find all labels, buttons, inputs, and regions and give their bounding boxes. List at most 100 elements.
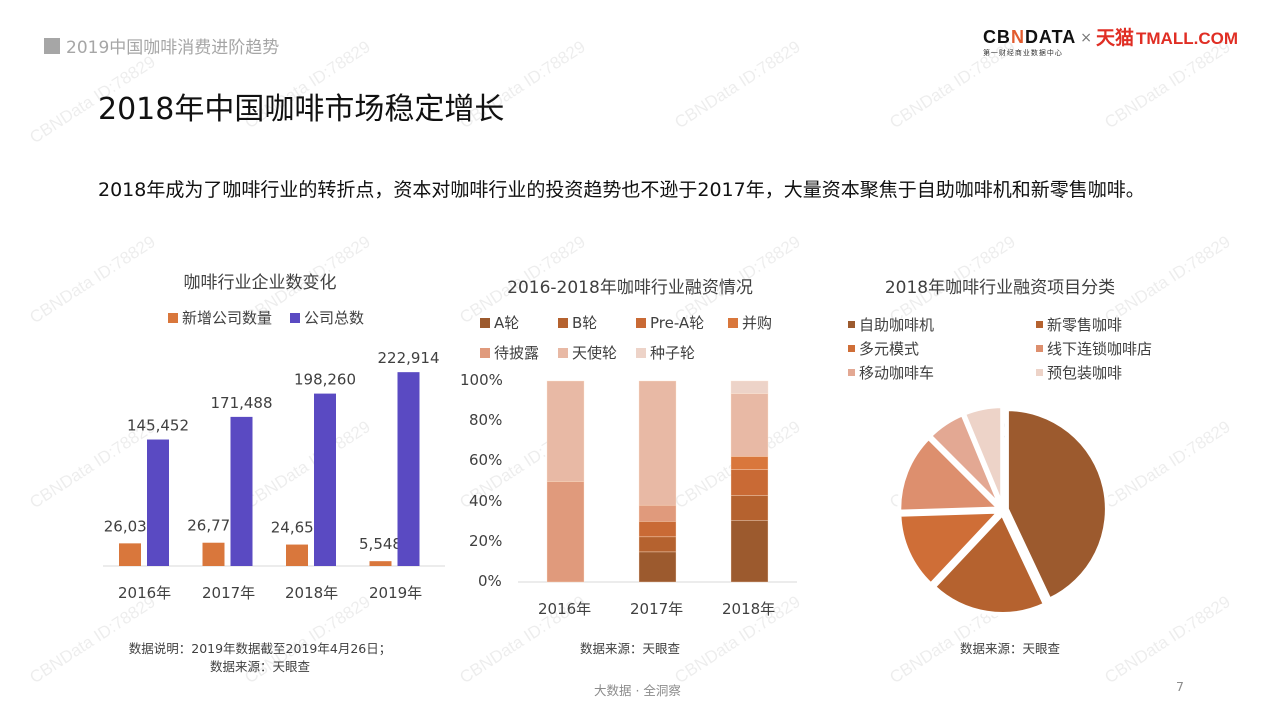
chart2-legend: A轮 B轮 Pre-A轮 并购 待披露 天使轮 种子轮 <box>480 312 790 363</box>
chart2-x-tick: 2016年 <box>538 600 592 618</box>
page-subtitle: 2018年成为了咖啡行业的转折点，资本对咖啡行业的投资趋势也不逊于2017年，大… <box>98 179 1145 201</box>
bar <box>286 544 308 566</box>
legend-swatch-icon <box>636 347 646 358</box>
watermark: CBNData ID:78829 <box>1101 416 1234 513</box>
chart1-x-tick: 2017年 <box>202 584 256 602</box>
chart3-title: 2018年咖啡行业融资项目分类 <box>884 278 1116 298</box>
cbndata-subtitle: 第一财经商业数据中心 <box>982 49 1063 57</box>
footer-slogan: 大数据 · 全洞察 <box>594 683 681 698</box>
times-icon: × <box>1080 30 1092 46</box>
legend-label: 并购 <box>742 314 773 332</box>
chart2-title: 2016-2018年咖啡行业融资情况 <box>507 278 753 298</box>
legend-swatch-icon <box>290 312 301 323</box>
legend-swatch-icon <box>1036 321 1043 328</box>
cbn-prefix: CB <box>982 27 1011 47</box>
page-title: 2018年中国咖啡市场稳定增长 <box>98 92 505 127</box>
chart1-note-line1: 数据说明：2019年数据截至2019年4月26日； <box>128 641 392 656</box>
watermark: CBNData ID:78829 <box>1101 591 1234 688</box>
watermark: CBNData ID:78829 <box>671 36 804 133</box>
page-number: 7 <box>1176 679 1184 694</box>
section-square-icon <box>44 37 60 54</box>
chart2-y-tick: 80% <box>469 411 503 429</box>
bar-label: 222,914 <box>377 349 439 367</box>
chart1-plot: 26,036 145,452 26,772 171,488 24,654 198,260 5… <box>103 349 445 567</box>
legend-ma: 并购 <box>728 312 772 333</box>
bar <box>230 416 253 566</box>
legend-swatch-icon <box>848 369 855 376</box>
legend-swatch-icon <box>558 347 568 358</box>
legend-mobile-cart: 移动咖啡车 <box>848 362 1036 383</box>
pie-slice <box>931 510 1048 616</box>
chart2-x-tick: 2017年 <box>630 600 684 618</box>
stack-segment <box>730 495 769 521</box>
chart2-y-tick: 60% <box>469 451 503 469</box>
legend-swatch-icon <box>1036 369 1043 376</box>
stack-segment <box>638 551 677 583</box>
chart3-legend: 自助咖啡机 新零售咖啡 多元模式 线下连锁咖啡店 移动咖啡车 预包装咖啡 <box>848 314 1188 383</box>
legend-a-round: A轮 <box>480 312 558 333</box>
legend-swatch-icon <box>636 317 646 328</box>
bar <box>147 439 169 566</box>
tmall-en: TMALL.COM <box>1136 29 1238 48</box>
bar-label: 26,772 <box>187 517 240 535</box>
chart1-legend: 新增公司数量 公司总数 <box>168 307 364 328</box>
chart2-y-tick: 100% <box>460 371 503 389</box>
legend-label: 公司总数 <box>304 309 365 327</box>
stack-segment <box>546 481 585 583</box>
cbndata-logo: CBNDATA 第一财经商业数据中心 <box>983 28 1076 58</box>
chart3-pie <box>897 404 1109 616</box>
stack-segment <box>638 380 677 506</box>
brand-logo: CBNDATA 第一财经商业数据中心 × 天猫 TMALL.COM <box>983 28 1238 58</box>
legend-label: A轮 <box>494 314 520 332</box>
chart1-x-tick: 2018年 <box>285 584 339 602</box>
bar <box>397 372 420 566</box>
tmall-cn: 天猫 <box>1096 27 1135 49</box>
chart1-x-tick: 2019年 <box>369 584 423 602</box>
pie-slice <box>1004 407 1109 603</box>
legend-label: 预包装咖啡 <box>1047 364 1123 382</box>
bar-label: 24,654 <box>271 519 324 537</box>
legend-label: 移动咖啡车 <box>859 364 935 382</box>
bar <box>369 561 392 566</box>
legend-label: B轮 <box>572 314 598 332</box>
section-label-text: 2019中国咖啡消费进阶趋势 <box>66 38 280 58</box>
legend-b-round: B轮 <box>558 312 636 333</box>
legend-packaged: 预包装咖啡 <box>1036 362 1186 383</box>
bar <box>314 393 336 566</box>
stack-segment <box>730 456 769 470</box>
pie-slice <box>897 434 1004 514</box>
legend-swatch-icon <box>480 317 490 328</box>
legend-swatch-icon <box>558 317 568 328</box>
legend-swatch-icon <box>848 345 855 352</box>
stack-segment <box>638 520 677 538</box>
chart1-note: 数据说明：2019年数据截至2019年4月26日； 数据来源：天眼查 <box>100 640 420 676</box>
bar-label: 145,452 <box>127 417 189 435</box>
tmall-logo: 天猫 TMALL.COM <box>1096 28 1238 49</box>
legend-seed: 种子轮 <box>636 342 695 363</box>
cbn-suffix: DATA <box>1024 27 1077 47</box>
legend-label: 多元模式 <box>859 340 920 358</box>
legend-swatch-icon <box>1036 345 1043 352</box>
bar <box>202 542 225 566</box>
watermark: CBNData ID:78829 <box>26 231 159 328</box>
stack-segment <box>730 519 769 583</box>
stack-segment <box>638 504 677 522</box>
legend-swatch-icon <box>848 321 855 328</box>
legend-label: 天使轮 <box>572 344 618 362</box>
cbn-n: N <box>1010 27 1025 47</box>
legend-swatch-icon <box>728 317 738 328</box>
legend-label: 自助咖啡机 <box>859 316 935 334</box>
legend-undisclosed: 待披露 <box>480 342 558 363</box>
chart2-note: 数据来源：天眼查 <box>579 641 680 656</box>
legend-self-service-machine: 自助咖啡机 <box>848 314 1036 335</box>
chart3-note: 数据来源：天眼查 <box>959 641 1060 656</box>
chart2-plot <box>518 380 797 583</box>
stack-segment <box>730 380 769 394</box>
section-label: 2019中国咖啡消费进阶趋势 <box>44 33 279 58</box>
legend-new-companies: 新增公司数量 <box>168 307 272 328</box>
stack-segment <box>546 380 585 482</box>
legend-swatch-icon <box>168 312 178 323</box>
chart2-y-tick: 0% <box>478 572 502 590</box>
chart2-y-tick: 20% <box>469 532 503 550</box>
legend-offline-chain: 线下连锁咖啡店 <box>1036 338 1186 359</box>
